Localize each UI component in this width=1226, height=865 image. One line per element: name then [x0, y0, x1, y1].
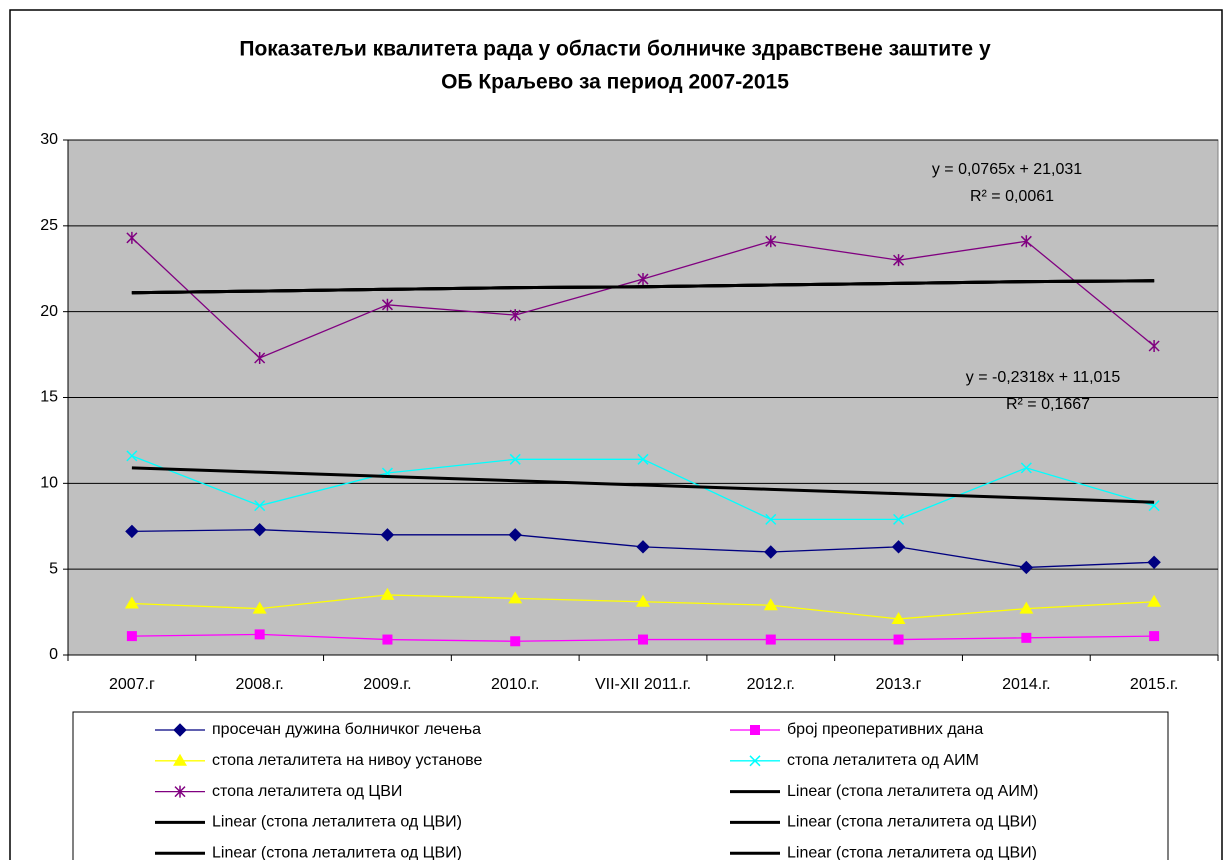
y-tick-label: 5 — [49, 560, 58, 577]
marker — [254, 629, 265, 640]
marker — [508, 528, 522, 542]
marker — [893, 634, 904, 645]
series-line — [131, 279, 1155, 295]
marker — [763, 598, 778, 611]
x-tick-label: 2015.г. — [1130, 676, 1178, 693]
marker — [637, 273, 649, 286]
legend-label: просечан дужина болничког лечења — [212, 721, 481, 738]
marker — [510, 636, 521, 647]
marker — [891, 540, 906, 554]
trend-equation: R² = 0,0061 — [970, 188, 1054, 205]
trend-equation: R² = 0,1667 — [1006, 396, 1090, 413]
marker — [1019, 601, 1034, 614]
marker — [124, 596, 139, 609]
legend-label: Linear (стопа леталитета од ЦВИ) — [787, 814, 1037, 831]
trend-equation: y = 0,0765x + 21,031 — [932, 161, 1082, 178]
marker — [749, 755, 761, 767]
legend-label: Linear (стопа леталитета од ЦВИ) — [212, 844, 462, 860]
marker — [636, 540, 650, 554]
trend-equation: y = -0,2318x + 11,015 — [966, 369, 1121, 386]
legend-label: стопа леталитета на нивоу установе — [212, 752, 482, 769]
x-tick-label: 2010.г. — [491, 676, 539, 693]
marker — [174, 785, 186, 798]
legend-label: број преоперативних дана — [787, 721, 983, 738]
marker — [382, 634, 393, 645]
y-tick-label: 30 — [40, 131, 58, 148]
marker — [893, 513, 905, 525]
marker — [765, 235, 777, 248]
marker — [1149, 631, 1160, 642]
marker — [173, 723, 187, 737]
marker — [509, 453, 521, 465]
x-tick-label: VII-XII 2011.г. — [595, 676, 691, 693]
marker — [252, 522, 267, 537]
x-tick-label: 2007.г — [109, 676, 155, 693]
marker — [125, 524, 139, 539]
marker — [764, 545, 778, 559]
marker — [891, 611, 906, 624]
marker — [637, 453, 649, 465]
marker — [765, 513, 777, 525]
marker — [173, 753, 187, 766]
x-tick-label: 2009.г. — [363, 676, 411, 693]
marker — [509, 309, 521, 322]
legend-label: Linear (стопа леталитета од АИМ) — [787, 783, 1039, 800]
marker — [381, 298, 393, 311]
y-tick-label: 20 — [40, 303, 58, 320]
y-tick-label: 10 — [40, 475, 58, 492]
series-line — [131, 466, 1155, 504]
marker — [380, 587, 395, 600]
marker — [252, 601, 267, 614]
legend-label: Linear (стопа леталитета од ЦВИ) — [212, 814, 462, 831]
marker — [1021, 632, 1032, 643]
x-tick-label: 2014.г. — [1002, 676, 1050, 693]
marker — [893, 254, 905, 267]
marker — [254, 352, 266, 365]
marker — [638, 634, 648, 645]
marker — [254, 500, 266, 512]
x-tick-label: 2013.г — [876, 676, 922, 693]
y-tick-label: 25 — [40, 217, 58, 234]
y-tick-label: 15 — [40, 389, 58, 406]
marker — [750, 725, 760, 735]
marker — [636, 594, 650, 607]
marker — [1020, 462, 1032, 474]
chart-title: Показатељи квалитета рада у области болн… — [239, 38, 991, 61]
legend — [72, 711, 1169, 865]
legend-label: Linear (стопа леталитета од ЦВИ) — [787, 844, 1037, 860]
marker — [1147, 594, 1162, 607]
marker — [126, 231, 138, 244]
marker — [126, 450, 138, 462]
legend-label: стопа леталитета од АИМ — [787, 752, 979, 769]
marker — [1020, 235, 1032, 248]
chart-title: ОБ Краљево за период 2007-2015 — [441, 71, 789, 94]
marker — [1019, 560, 1034, 575]
marker — [1148, 340, 1160, 352]
marker — [126, 631, 137, 642]
legend-label: стопа леталитета од ЦВИ — [212, 783, 402, 800]
x-tick-label: 2012.г. — [747, 676, 795, 693]
y-tick-label: 0 — [49, 646, 58, 663]
marker — [765, 634, 776, 645]
x-tick-label: 2008.г. — [235, 676, 283, 693]
marker — [380, 528, 395, 542]
marker — [508, 591, 523, 604]
marker — [1147, 555, 1161, 570]
